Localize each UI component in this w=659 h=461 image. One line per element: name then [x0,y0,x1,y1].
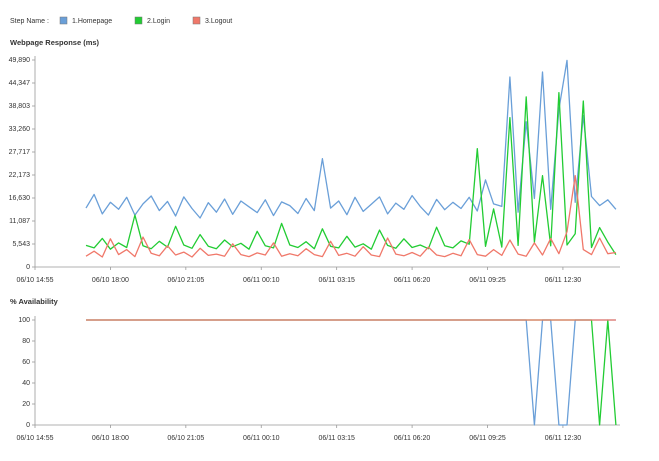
x-tick-label: 06/11 06:20 [394,277,431,284]
legend-title: Step Name : [10,18,49,25]
series-line [85,59,617,219]
x-tick-label: 06/10 14:55 [17,435,54,442]
y-tick-label: 11,087 [9,218,30,225]
x-tick-label: 06/11 06:20 [394,435,431,442]
y-tick-label: 5,543 [12,241,30,248]
x-tick-label: 06/10 14:55 [17,277,54,284]
legend-swatch [192,16,201,25]
x-tick-label: 06/11 12:30 [545,435,582,442]
y-tick-label: 49,890 [9,57,31,64]
x-tick-label: 06/11 12:30 [545,277,582,284]
series-line [85,92,617,255]
y-tick-label: 60 [22,359,30,366]
y-tick-label: 80 [22,338,30,345]
chart-title: % Availability [10,297,59,306]
y-tick-label: 0 [26,264,30,271]
y-tick-label: 22,173 [9,172,31,179]
x-tick-label: 06/11 03:15 [318,435,355,442]
y-tick-label: 20 [22,401,30,408]
legend-label: 1.Homepage [72,18,112,25]
y-tick-label: 44,347 [9,80,31,87]
legend-swatch [134,16,143,25]
x-tick-label: 06/11 09:25 [469,277,506,284]
y-tick-label: 100 [18,317,30,324]
x-tick-label: 06/11 00:10 [243,435,280,442]
legend-label: 2.Login [147,18,170,25]
x-tick-label: 06/10 21:05 [167,435,204,442]
legend-swatch [59,16,68,25]
x-tick-label: 06/11 03:15 [318,277,355,284]
series-line [86,319,616,426]
x-tick-label: 06/10 18:00 [92,277,129,284]
x-tick-label: 06/10 21:05 [167,277,204,284]
y-tick-label: 27,717 [9,149,31,156]
x-tick-label: 06/10 18:00 [92,435,129,442]
y-tick-label: 40 [22,380,30,387]
x-tick-label: 06/11 00:10 [243,277,280,284]
chart-title: Webpage Response (ms) [10,38,100,47]
x-tick-label: 06/11 09:25 [469,435,506,442]
y-tick-label: 0 [26,422,30,429]
y-tick-label: 33,260 [9,126,31,133]
y-tick-label: 16,630 [9,195,31,202]
y-tick-label: 38,803 [9,103,31,110]
series-line [86,319,617,426]
series-line [85,175,616,258]
legend-label: 3.Logout [205,18,232,25]
